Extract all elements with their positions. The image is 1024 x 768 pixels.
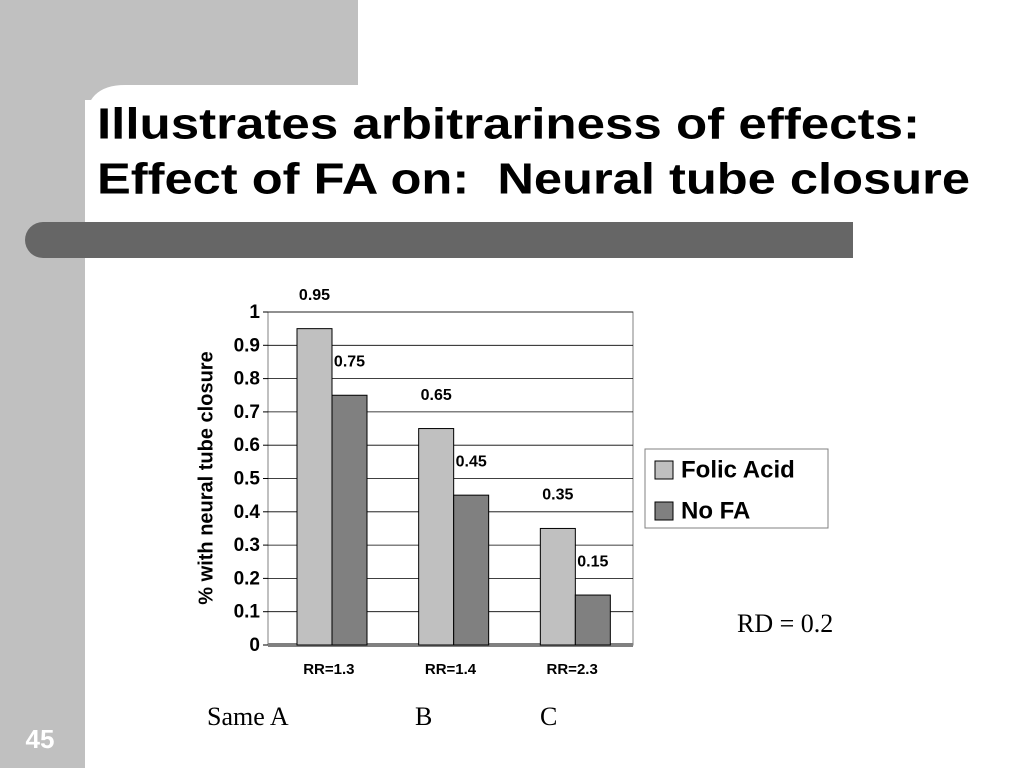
y-tick-label: 0.1 (234, 602, 261, 623)
y-tick-label: 0.6 (234, 435, 260, 456)
panel-top (358, 0, 1024, 100)
data-label: 0.65 (421, 387, 452, 404)
annotation: Same A (207, 702, 289, 731)
data-label: 0.35 (542, 487, 573, 504)
data-label: 0.45 (456, 453, 487, 470)
legend (644, 448, 829, 529)
y-tick-label: 0.4 (234, 502, 261, 523)
y-tick-label: 0 (249, 635, 260, 656)
x-tick-label: RR=1.4 (425, 661, 477, 678)
legend-swatch (654, 501, 674, 521)
y-tick-label: 0.5 (234, 469, 261, 490)
bar (539, 527, 576, 646)
x-tick-label: RR=1.3 (303, 661, 354, 678)
y-axis-label: % with neural tube closure (195, 351, 217, 604)
legend-label: No FA (681, 497, 750, 524)
data-label: 0.75 (334, 353, 365, 370)
bar (574, 594, 611, 646)
y-tick-label: 1 (249, 302, 260, 323)
bar (418, 428, 455, 646)
y-tick-label: 0.9 (234, 335, 260, 356)
annotation: B (415, 702, 432, 731)
bar (453, 494, 490, 646)
data-label: 0.95 (299, 287, 330, 304)
side-band (0, 0, 85, 768)
y-tick-label: 0.2 (234, 568, 260, 589)
slide-title: Illustrates arbitrariness of effects: (97, 100, 920, 149)
title-rule (25, 222, 853, 258)
slide-number: 45 (26, 724, 55, 754)
legend-swatch (654, 460, 674, 480)
x-tick-label: RR=2.3 (547, 661, 598, 678)
legend-label: Folic Acid (681, 456, 795, 483)
y-tick-label: 0.8 (234, 369, 260, 390)
y-tick-label: 0.3 (234, 535, 260, 556)
annotation: RD = 0.2 (737, 609, 833, 638)
slide-title: Effect of FA on: Neural tube closure (97, 155, 970, 204)
data-label: 0.15 (577, 553, 608, 570)
annotation: C (540, 702, 557, 731)
bar (331, 394, 368, 646)
bar (296, 328, 333, 646)
y-tick-label: 0.7 (234, 402, 260, 423)
